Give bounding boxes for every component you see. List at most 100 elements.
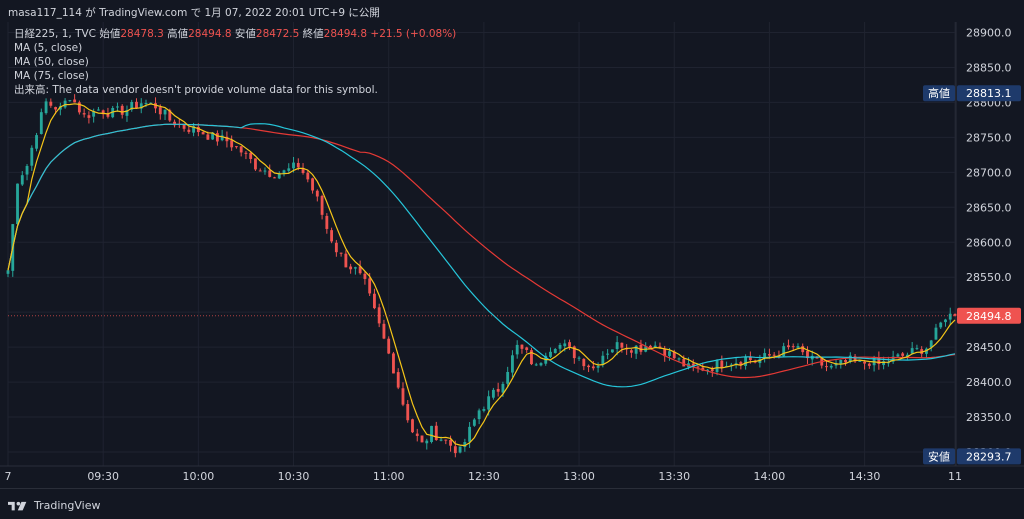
candle-body[interactable] — [82, 113, 86, 115]
candle-body[interactable] — [572, 346, 576, 359]
candle-body[interactable] — [729, 364, 733, 366]
candle-body[interactable] — [491, 389, 495, 398]
candle-body[interactable] — [449, 439, 452, 446]
candle-body[interactable] — [649, 345, 652, 349]
candle-body[interactable] — [296, 162, 300, 168]
candle-body[interactable] — [292, 162, 295, 169]
candle-body[interactable] — [696, 366, 700, 368]
candle-body[interactable] — [168, 110, 172, 121]
candle-body[interactable] — [377, 307, 381, 324]
candle-body[interactable] — [825, 366, 828, 368]
candle-body[interactable] — [591, 366, 595, 369]
candle-body[interactable] — [268, 170, 272, 177]
candle-body[interactable] — [111, 107, 115, 118]
candle-body[interactable] — [63, 100, 67, 108]
candle-body[interactable] — [639, 344, 643, 352]
candle-body[interactable] — [939, 322, 943, 328]
candle-body[interactable] — [458, 446, 462, 453]
ma5-legend[interactable]: MA (5, close) — [14, 42, 82, 55]
candle-body[interactable] — [139, 103, 143, 109]
candle-body[interactable] — [691, 363, 695, 366]
candle-body[interactable] — [334, 242, 338, 253]
candle-body[interactable] — [249, 152, 253, 159]
candle-body[interactable] — [144, 103, 148, 105]
candle-body[interactable] — [806, 350, 809, 359]
candle-body[interactable] — [953, 313, 957, 316]
ma50-legend[interactable]: MA (50, close) — [14, 56, 89, 69]
candle-body[interactable] — [948, 313, 952, 320]
candle-body[interactable] — [373, 293, 376, 309]
candle-body[interactable] — [791, 346, 795, 348]
ma75-legend[interactable]: MA (75, close) — [14, 70, 89, 83]
candle-body[interactable] — [801, 346, 805, 353]
candle-body[interactable] — [35, 135, 38, 149]
candle-body[interactable] — [54, 107, 58, 110]
candle-body[interactable] — [558, 344, 562, 349]
candle-body[interactable] — [339, 252, 343, 254]
candle-body[interactable] — [658, 346, 662, 349]
candle-body[interactable] — [453, 446, 457, 454]
candle-body[interactable] — [901, 353, 905, 356]
candle-body[interactable] — [192, 126, 196, 133]
candle-body[interactable] — [682, 359, 686, 367]
candle-body[interactable] — [634, 345, 638, 354]
candle-body[interactable] — [763, 353, 767, 359]
candle-body[interactable] — [787, 345, 790, 348]
candle-body[interactable] — [363, 273, 367, 279]
candle-body[interactable] — [277, 173, 281, 179]
candle-body[interactable] — [201, 132, 205, 135]
candle-body[interactable] — [767, 354, 771, 356]
candle-body[interactable] — [154, 103, 157, 109]
candle-body[interactable] — [225, 136, 229, 142]
candle-body[interactable] — [325, 215, 329, 229]
tradingview-brand[interactable]: TradingView — [8, 499, 100, 512]
candle-body[interactable] — [615, 342, 619, 350]
candle-body[interactable] — [891, 356, 895, 362]
candle-body[interactable] — [844, 359, 847, 363]
candle-body[interactable] — [330, 230, 334, 242]
candle-body[interactable] — [353, 267, 357, 269]
candle-body[interactable] — [905, 354, 909, 357]
candle-body[interactable] — [944, 319, 947, 323]
candle-body[interactable] — [382, 323, 386, 339]
candle-body[interactable] — [739, 362, 743, 365]
candle-body[interactable] — [934, 327, 938, 340]
candle-body[interactable] — [553, 348, 557, 354]
candle-body[interactable] — [477, 410, 481, 420]
candle-body[interactable] — [468, 426, 472, 442]
candle-body[interactable] — [439, 439, 443, 441]
candle-body[interactable] — [287, 168, 291, 171]
candle-body[interactable] — [663, 348, 667, 357]
ma75-line[interactable] — [7, 123, 956, 379]
candle-body[interactable] — [839, 359, 843, 364]
ma50-line[interactable] — [7, 123, 956, 388]
candle-body[interactable] — [744, 356, 748, 366]
candle-body[interactable] — [863, 361, 867, 364]
candle-body[interactable] — [125, 110, 129, 116]
candle-body[interactable] — [706, 369, 709, 371]
candle-body[interactable] — [515, 344, 519, 355]
candle-body[interactable] — [344, 253, 348, 268]
candle-body[interactable] — [235, 146, 238, 148]
candle-body[interactable] — [487, 396, 491, 410]
candle-body[interactable] — [73, 99, 77, 103]
candle-body[interactable] — [672, 351, 676, 359]
candle-body[interactable] — [311, 178, 314, 191]
candle-body[interactable] — [39, 112, 43, 134]
candle-body[interactable] — [406, 404, 410, 421]
candle-body[interactable] — [320, 195, 324, 215]
candle-body[interactable] — [896, 354, 900, 357]
candle-body[interactable] — [301, 167, 305, 174]
candle-body[interactable] — [173, 121, 176, 126]
candle-body[interactable] — [539, 363, 543, 366]
candle-body[interactable] — [396, 372, 400, 388]
candle-body[interactable] — [130, 101, 134, 110]
ma5-line[interactable] — [7, 103, 956, 447]
candle-body[interactable] — [629, 350, 633, 353]
price-chart[interactable]: 28300.028350.028400.028450.028500.028550… — [0, 22, 1024, 488]
candle-body[interactable] — [20, 175, 24, 185]
candle-body[interactable] — [215, 133, 219, 142]
candle-body[interactable] — [620, 342, 624, 348]
candle-body[interactable] — [587, 365, 590, 368]
candle-body[interactable] — [77, 102, 81, 113]
